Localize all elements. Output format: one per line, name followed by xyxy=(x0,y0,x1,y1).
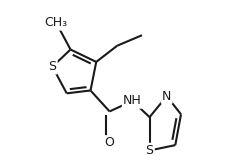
Text: O: O xyxy=(105,136,114,149)
Text: S: S xyxy=(48,60,56,73)
Text: NH: NH xyxy=(123,94,142,108)
Text: CH₃: CH₃ xyxy=(45,16,68,29)
Text: S: S xyxy=(146,144,154,157)
Text: N: N xyxy=(162,90,171,103)
